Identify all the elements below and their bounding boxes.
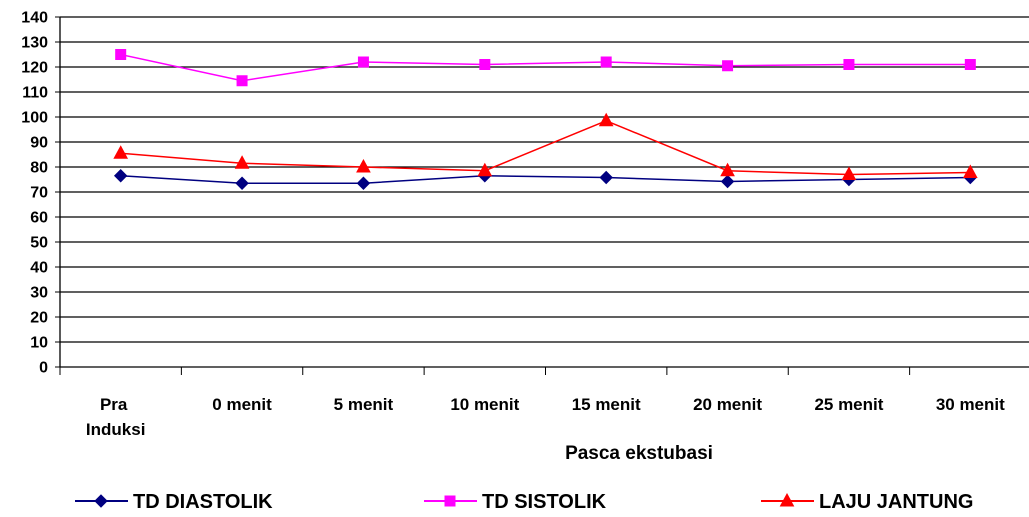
x-tick-label-line: 25 menit xyxy=(814,395,883,414)
y-axis: 0 10 20 30 40 50 60 70 80 90 100 110 120 130 140 xyxy=(21,10,61,377)
legend-marker xyxy=(444,495,456,507)
data-point xyxy=(962,164,978,178)
y-tick-label: 30 xyxy=(30,285,48,302)
data-point xyxy=(599,170,613,185)
data-point xyxy=(722,60,734,72)
data-point xyxy=(841,166,857,180)
data-point xyxy=(964,59,976,70)
data-point xyxy=(843,59,855,70)
x-tick-label: 20 menit xyxy=(693,395,762,414)
x-tick-label-line: 5 menit xyxy=(334,395,394,414)
data-point xyxy=(357,56,369,68)
data-point xyxy=(720,162,735,177)
legend-label: TD DIASTOLIK xyxy=(133,491,273,513)
series-line xyxy=(120,174,971,184)
series-line xyxy=(120,53,971,82)
y-tick-label: 110 xyxy=(22,85,48,102)
series-laju-jantung xyxy=(113,112,978,180)
y-tick-label: 50 xyxy=(30,235,48,252)
data-point xyxy=(477,162,493,177)
data-point xyxy=(113,145,129,159)
data-point xyxy=(235,176,249,190)
x-tick-label-line: 0 menit xyxy=(212,395,272,414)
y-tick-label: 20 xyxy=(30,310,48,327)
x-tick-label-line: Induksi xyxy=(86,420,146,439)
y-tick-label: 130 xyxy=(21,35,48,52)
x-axis: Pra Induksi 0 menit 5 menit 10 menit 15 menit… xyxy=(59,366,1029,439)
series-group xyxy=(113,49,978,190)
legend-marker xyxy=(779,492,795,507)
y-tick-label: 100 xyxy=(21,110,48,127)
x-tick-label-line: 20 menit xyxy=(693,395,762,414)
y-tick-label: 80 xyxy=(30,160,48,177)
x-tick-label: 0 menit xyxy=(212,395,272,414)
series-td-sistolik xyxy=(115,49,976,87)
y-tick-label: 70 xyxy=(30,185,48,202)
data-point xyxy=(113,169,128,183)
legend-item: LAJU JANTUNG xyxy=(761,491,973,513)
y-tick-label: 10 xyxy=(30,335,48,352)
data-point xyxy=(234,155,250,169)
legend: TD DIASTOLIK TD SISTOLIK LAJU JANTUNG xyxy=(75,491,973,513)
y-tick-label: 90 xyxy=(30,135,48,152)
legend-label: LAJU JANTUNG xyxy=(819,491,973,513)
x-tick-label: 15 menit xyxy=(572,395,641,414)
y-tick-label: 40 xyxy=(30,260,48,277)
legend-item: TD SISTOLIK xyxy=(424,491,607,513)
y-tick-label: 120 xyxy=(21,60,48,77)
x-tick-label-line: 10 menit xyxy=(450,395,519,414)
y-tick-label: 140 xyxy=(21,10,48,27)
x-tick-label-line: 15 menit xyxy=(572,395,641,414)
legend-marker xyxy=(94,494,108,508)
data-point xyxy=(115,49,127,60)
x-tick-label: 10 menit xyxy=(450,395,519,414)
x-tick-label: 5 menit xyxy=(334,395,394,414)
data-point xyxy=(236,75,248,87)
data-point xyxy=(479,59,491,70)
x-tick-label: 30 menit xyxy=(936,395,1005,414)
data-point xyxy=(356,158,371,173)
x-tick-label: Pra Induksi xyxy=(86,395,146,439)
x-tick-label-line: 30 menit xyxy=(936,395,1005,414)
y-tick-label: 0 xyxy=(39,360,48,377)
data-point xyxy=(598,112,614,127)
x-axis-group-label: Pasca ekstubasi xyxy=(565,443,713,464)
x-tick-label: 25 menit xyxy=(814,395,883,414)
legend-item: TD DIASTOLIK xyxy=(75,491,273,513)
x-tick-label-line: Pra xyxy=(100,395,128,414)
legend-label: TD SISTOLIK xyxy=(482,491,607,513)
data-point xyxy=(720,174,735,189)
series-line xyxy=(120,119,971,176)
data-point xyxy=(356,176,371,190)
y-tick-label: 60 xyxy=(30,210,48,227)
gridlines xyxy=(60,16,1029,343)
data-point xyxy=(600,56,612,68)
